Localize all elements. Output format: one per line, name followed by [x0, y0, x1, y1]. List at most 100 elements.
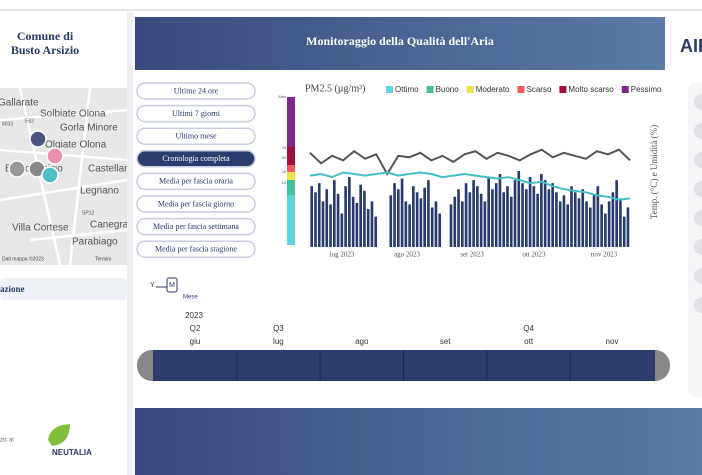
range-button-label[interactable]: Ultimo mese: [175, 132, 217, 141]
line: [309, 171, 631, 201]
bar: [555, 192, 558, 247]
map-label: Canegrate: [90, 220, 137, 231]
range-button[interactable]: [136, 150, 256, 168]
brand: AIR: [680, 36, 702, 56]
header-title: Monitoraggio della Qualità dell'Aria: [306, 34, 494, 48]
toggle-m[interactable]: M: [169, 282, 175, 289]
range-button[interactable]: [136, 82, 256, 100]
panel-dot[interactable]: [694, 181, 702, 197]
range-button-label[interactable]: Media per fascia oraria: [159, 177, 233, 186]
panel-dot[interactable]: [694, 239, 702, 255]
bar: [540, 174, 543, 247]
range-button[interactable]: [136, 195, 256, 213]
bar: [453, 196, 457, 247]
bar: [325, 189, 329, 247]
bar: [457, 189, 460, 247]
bar: [619, 198, 622, 247]
bar: [509, 196, 513, 247]
legend-swatch[interactable]: [386, 86, 393, 93]
range-button-label[interactable]: Media per fascia giorno: [158, 199, 234, 208]
scale-label: 25: [282, 169, 287, 174]
panel-dot[interactable]: [694, 210, 702, 226]
bar: [570, 186, 573, 247]
bar: [611, 192, 615, 247]
bar: [577, 198, 581, 247]
scale-segment: [287, 195, 295, 245]
legend-swatch[interactable]: [621, 86, 629, 93]
bar: [423, 187, 426, 247]
panel-dot[interactable]: [694, 152, 702, 168]
range-button-label[interactable]: Ultime 24 ore: [174, 86, 219, 95]
bar: [389, 195, 393, 247]
range-button-label[interactable]: Ultimi 7 giorni: [172, 109, 221, 118]
timeline-month: ago: [355, 337, 369, 346]
legend-label[interactable]: Moderato: [476, 85, 510, 94]
toggle-box[interactable]: [166, 277, 178, 293]
range-button[interactable]: [136, 127, 256, 145]
bar: [434, 201, 438, 247]
toggle-y[interactable]: Y: [150, 282, 155, 289]
station-marker[interactable]: [8, 160, 26, 178]
range-button[interactable]: [136, 217, 256, 236]
bar: [600, 204, 603, 247]
bar: [615, 180, 618, 247]
range-button-label[interactable]: Media per fascia settimana: [153, 222, 239, 231]
logo-leaf: [48, 424, 70, 446]
panel-dot[interactable]: [694, 268, 702, 284]
x-tick-label: lug 2023: [330, 251, 355, 259]
map-label: E62: [25, 118, 34, 124]
range-button-label[interactable]: Cronologia completa: [162, 154, 230, 163]
bar: [460, 201, 464, 247]
legend-swatch[interactable]: [559, 86, 567, 93]
bar: [596, 186, 600, 247]
bar: [551, 183, 554, 247]
x-tick-label: ago 2023: [394, 251, 420, 259]
map-label: Castellanza: [88, 164, 141, 175]
legend-label[interactable]: Scarso: [527, 85, 552, 94]
bar: [351, 196, 355, 247]
station-marker[interactable]: [29, 130, 47, 148]
x-tick-label: ott 2023: [522, 251, 546, 259]
map-label: Olgiate Olona: [45, 140, 107, 151]
legend-swatch[interactable]: [517, 86, 525, 93]
bar: [479, 193, 483, 247]
legend-swatch[interactable]: [466, 86, 474, 93]
section-bg: [0, 278, 127, 300]
bar: [449, 204, 453, 247]
legend-label[interactable]: Pessimo: [631, 85, 662, 94]
station-marker[interactable]: [41, 166, 59, 184]
scale-segment: [287, 180, 295, 195]
legend-label[interactable]: Ottimo: [395, 85, 419, 94]
y2-label: Temp. (°C) e Umidità (%): [649, 125, 659, 219]
range-button[interactable]: [136, 240, 256, 258]
timeline-month: giu: [190, 337, 201, 346]
range-button[interactable]: [136, 172, 256, 191]
bar: [622, 216, 626, 247]
bar: [427, 180, 430, 247]
legend-swatch[interactable]: [426, 86, 434, 93]
bar: [558, 201, 562, 247]
panel-dot[interactable]: [694, 94, 702, 110]
bar: [566, 204, 570, 247]
range-button-label[interactable]: Media per fascia stagione: [155, 245, 237, 254]
station-marker[interactable]: [46, 147, 64, 165]
section[interactable]: azione: [0, 284, 25, 294]
bar: [487, 177, 490, 247]
panel-dot[interactable]: [694, 123, 702, 139]
scale-label: Max: [278, 94, 286, 99]
panel-dot[interactable]: [694, 297, 702, 313]
bar: [374, 216, 378, 247]
bar: [415, 192, 419, 247]
municipality: Busto Arsizio: [11, 43, 79, 57]
bar: [329, 204, 332, 247]
bar: [419, 198, 423, 247]
range-button[interactable]: [136, 104, 256, 123]
bar: [370, 201, 374, 247]
bar: [363, 190, 366, 247]
legend-label[interactable]: Buono: [436, 85, 460, 94]
legend-label[interactable]: Molto scarso: [568, 85, 614, 94]
footer-text: zic al: [0, 438, 14, 444]
header: [135, 17, 665, 70]
